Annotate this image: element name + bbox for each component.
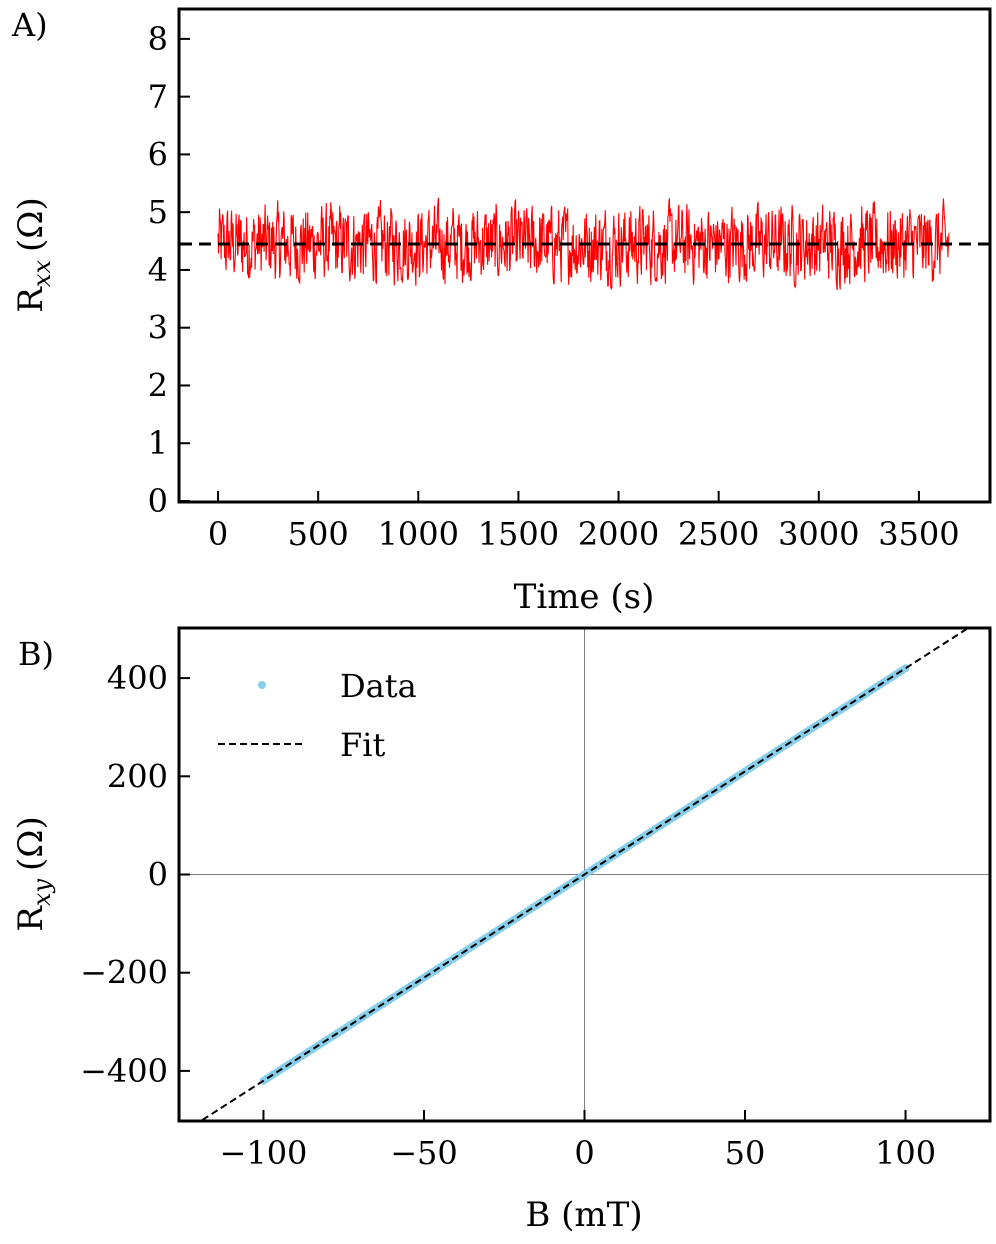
panel-b-y-axis-label: Rxy (Ω): [11, 816, 56, 931]
y-tick-label: 5: [148, 193, 168, 231]
panel-a-y-ticks: 0 1 2 3 4 5 6 7 8: [148, 20, 190, 520]
y-tick-label: 7: [148, 78, 168, 116]
y-tick-label: 200: [107, 757, 168, 795]
x-tick-label: 2000: [578, 515, 659, 553]
fit-line: [201, 628, 968, 1121]
y-tick-label: 2: [148, 366, 168, 404]
y-tick-label: 0: [148, 482, 168, 520]
panel-a-x-ticks: 0 500 1000 1500 2000 2500 3000 3500: [208, 491, 960, 553]
panel-a-label: A): [11, 6, 48, 44]
x-tick-label: 3000: [778, 515, 859, 553]
x-tick-label: 100: [875, 1134, 936, 1172]
y-tick-label: 3: [148, 309, 168, 347]
x-tick-label: −100: [220, 1134, 308, 1172]
legend-data-label: Data: [340, 667, 417, 705]
y-tick-label: 8: [148, 20, 168, 58]
panel-a-y-axis-label-sub: xx: [28, 260, 56, 288]
x-tick-label: 50: [725, 1134, 766, 1172]
x-tick-label: 500: [288, 515, 349, 553]
y-tick-label: 400: [107, 659, 168, 697]
panel-b-x-ticks: −100 −50 0 50 100: [220, 1110, 936, 1172]
panel-b-y-axis-label-main: R: [11, 905, 51, 932]
rxx-series-group: [217, 197, 950, 291]
panel-a-frame: [177, 7, 992, 504]
x-tick-label: −50: [390, 1134, 458, 1172]
y-tick-label: 1: [148, 424, 168, 462]
x-tick-label: 0: [208, 515, 228, 553]
x-tick-label: 1000: [378, 515, 459, 553]
panel-b-y-axis-label-unit: (Ω): [11, 816, 51, 871]
x-tick-label: 0: [574, 1134, 594, 1172]
panel-a: A) 0 500 1000 1500 2000 2500 3000 3500 0 1 2 3 4 5 6 7…: [11, 6, 992, 617]
legend-fit-label: Fit: [340, 726, 385, 764]
panel-a-x-axis-label: Time (s): [514, 577, 655, 617]
legend-data-marker: [258, 681, 266, 689]
y-tick-label: −400: [80, 1052, 168, 1090]
panel-b-x-axis-label: B (mT): [525, 1195, 642, 1235]
panel-a-y-axis-label-main: R: [11, 286, 51, 313]
panel-a-y-axis-label-unit: (Ω): [11, 197, 51, 252]
panel-b-frame: [177, 626, 992, 1123]
legend: Data Fit: [218, 667, 417, 764]
panel-b-y-axis-label-sub: xy: [28, 879, 56, 907]
x-tick-label: 1500: [478, 515, 559, 553]
panel-b-y-ticks: −400 −200 0 200 400: [80, 659, 190, 1090]
y-tick-label: −200: [80, 954, 168, 992]
panel-a-y-axis-label: Rxx (Ω): [11, 197, 56, 312]
x-tick-label: 3500: [878, 515, 959, 553]
rxx-series-line: [217, 197, 950, 291]
x-tick-label: 2500: [678, 515, 759, 553]
y-tick-label: 0: [148, 856, 168, 894]
panel-b-label: B): [18, 635, 54, 673]
y-tick-label: 4: [148, 251, 168, 289]
y-tick-label: 6: [148, 135, 168, 173]
